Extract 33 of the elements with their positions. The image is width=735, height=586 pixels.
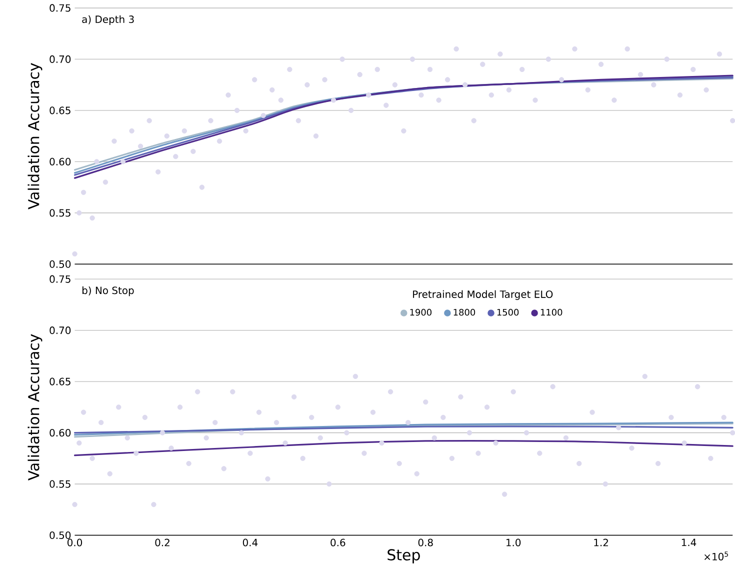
y-tick-label: 0.50 <box>50 531 71 539</box>
legend-label: 1900 <box>410 308 432 316</box>
y-tick-label: 0.75 <box>50 4 70 12</box>
x-axis-title: Step <box>388 549 420 564</box>
y-axis-title: Validation Accuracy <box>28 334 42 480</box>
x-tick-label: 0.4 <box>242 538 258 546</box>
y-tick-label: 0.65 <box>50 378 70 386</box>
y-tick-label: 0.60 <box>50 428 71 437</box>
legend-label: 1800 <box>454 308 476 316</box>
y-tick-label: 0.60 <box>50 158 71 166</box>
legend-label: 1100 <box>540 308 562 316</box>
x-tick-label: 1.0 <box>506 538 521 546</box>
legend-title: Pretrained Model Target ELO <box>413 290 553 300</box>
line-series <box>74 440 734 456</box>
x-tick-label: 0.6 <box>330 538 346 546</box>
x-tick-label: 0.0 <box>67 538 82 546</box>
legend-label: 1500 <box>497 308 519 316</box>
x-tick-label: 1.4 <box>682 538 696 546</box>
y-tick-label: 0.65 <box>50 106 70 114</box>
y-tick-label: 0.75 <box>50 275 70 283</box>
text: a) Depth 3 <box>82 15 134 25</box>
y-axis-title: Validation Accuracy <box>28 63 42 210</box>
y-tick-label: 0.55 <box>50 209 70 217</box>
y-tick-label: 0.55 <box>50 480 70 488</box>
text: b) No Stop <box>82 286 134 296</box>
text: ×10$^{5}$ <box>704 552 728 560</box>
y-tick-label: 0.50 <box>50 260 71 268</box>
y-tick-label: 0.70 <box>50 55 71 63</box>
x-tick-label: 1.2 <box>594 538 608 546</box>
y-tick-label: 0.70 <box>50 326 71 334</box>
line-series <box>74 426 734 434</box>
x-tick-label: 0.8 <box>418 538 433 546</box>
x-tick-label: 0.2 <box>155 538 170 546</box>
